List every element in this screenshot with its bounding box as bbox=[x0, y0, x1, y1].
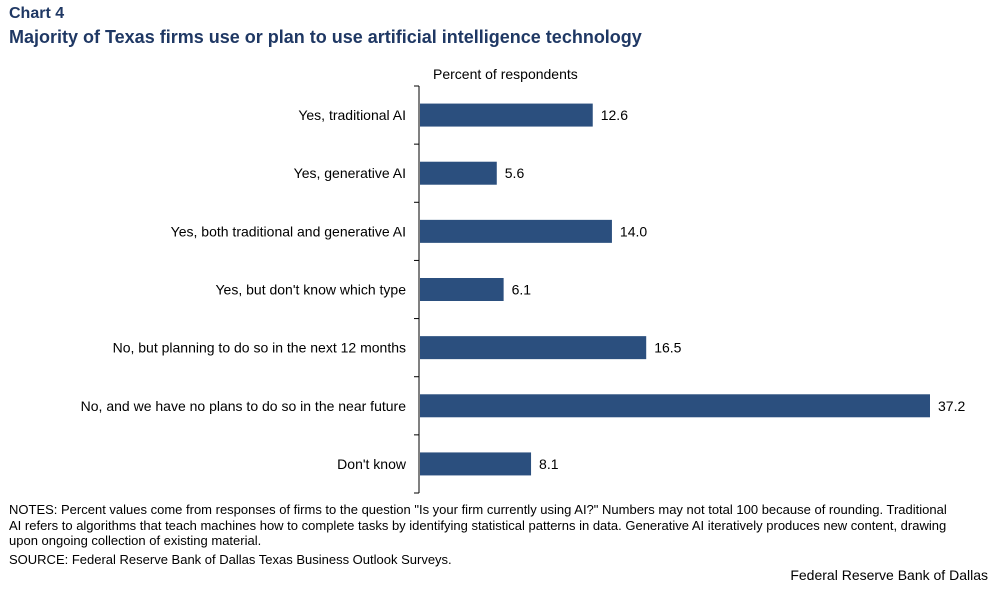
value-label: 8.1 bbox=[539, 456, 559, 472]
category-label: Don't know bbox=[337, 456, 407, 472]
value-label: 12.6 bbox=[601, 107, 628, 123]
bar bbox=[420, 219, 612, 243]
value-label: 16.5 bbox=[654, 340, 681, 356]
value-label: 14.0 bbox=[620, 223, 647, 239]
notes: NOTES: Percent values come from response… bbox=[9, 502, 947, 548]
unit-label: Percent of respondents bbox=[433, 66, 578, 82]
bar bbox=[420, 452, 532, 476]
category-label: Yes, both traditional and generative AI bbox=[171, 223, 406, 239]
source-note: SOURCE: Federal Reserve Bank of Dallas T… bbox=[9, 552, 452, 567]
category-label: No, and we have no plans to do so in the… bbox=[81, 398, 407, 414]
bar bbox=[420, 103, 593, 127]
bar bbox=[420, 161, 497, 185]
value-label: 37.2 bbox=[938, 398, 965, 414]
bar bbox=[420, 394, 930, 418]
category-label: No, but planning to do so in the next 12… bbox=[113, 340, 406, 356]
value-label: 5.6 bbox=[505, 165, 525, 181]
category-label: Yes, generative AI bbox=[294, 165, 406, 181]
credit-line: Federal Reserve Bank of Dallas bbox=[790, 567, 988, 583]
value-label: 6.1 bbox=[512, 282, 532, 298]
chart-title: Majority of Texas firms use or plan to u… bbox=[9, 27, 642, 47]
bar bbox=[420, 336, 647, 360]
chart-number: Chart 4 bbox=[9, 5, 65, 22]
bar bbox=[420, 278, 504, 301]
category-label: Yes, traditional AI bbox=[298, 107, 406, 123]
category-label: Yes, but don't know which type bbox=[216, 282, 407, 298]
